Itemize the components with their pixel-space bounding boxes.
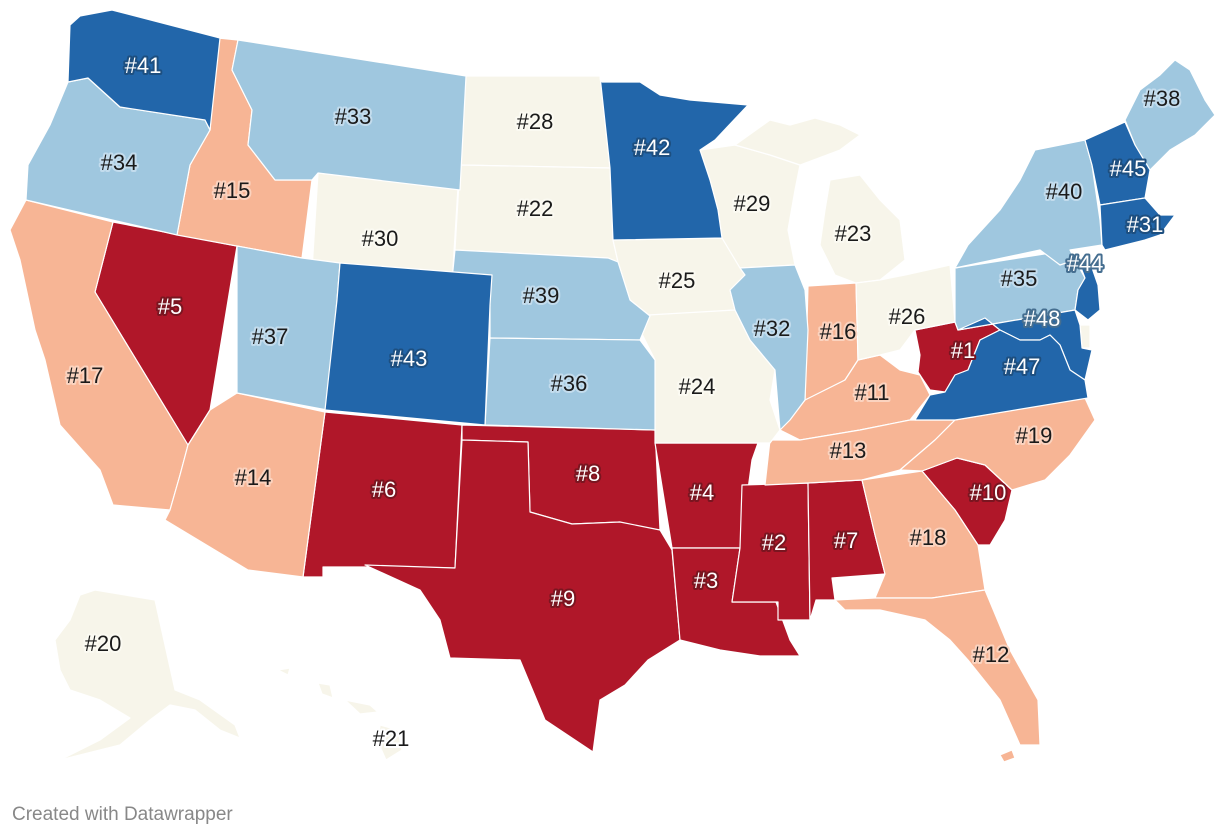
label-wv: #1	[951, 338, 975, 363]
label-sc: #10	[970, 480, 1007, 505]
label-ky: #11	[854, 380, 889, 405]
label-ia: #25	[659, 268, 696, 293]
label-ut: #37	[252, 324, 289, 349]
label-ca: #17	[67, 363, 104, 388]
state-hawaii[interactable]	[277, 667, 403, 761]
state-new-jersey[interactable]	[1074, 259, 1101, 321]
state-arizona[interactable]	[164, 392, 326, 578]
state-california[interactable]	[9, 199, 189, 511]
label-nv: #5	[158, 294, 182, 319]
state-illinois[interactable]	[729, 264, 809, 431]
label-va: #47	[1004, 354, 1041, 379]
state-labels: #41 #33 #34 #15 #28 #42 #22 #30 #29 #23 …	[65, 51, 1183, 753]
label-id: #15	[214, 178, 251, 203]
state-ohio[interactable]	[855, 264, 956, 361]
label-ny: #40	[1046, 179, 1083, 204]
label-mo: #24	[679, 374, 716, 399]
label-nh: #45	[1110, 156, 1147, 181]
state-florida[interactable]	[834, 589, 1041, 746]
label-md: #48	[1024, 306, 1061, 331]
label-sd: #22	[517, 196, 554, 221]
label-mt: #33	[335, 104, 372, 129]
us-choropleth-map: #41 #33 #34 #15 #28 #42 #22 #30 #29 #23 …	[9, 9, 1216, 763]
state-new-york[interactable]	[954, 139, 1103, 269]
state-virginia[interactable]	[914, 329, 1089, 421]
label-ma: #31	[1127, 212, 1164, 237]
label-ms: #2	[762, 530, 786, 555]
datawrapper-credit[interactable]: Created with Datawrapper	[12, 804, 233, 825]
label-nj: #44	[1067, 251, 1104, 276]
label-wy: #30	[362, 226, 399, 251]
state-alaska[interactable]	[54, 589, 241, 761]
label-la: #3	[694, 568, 718, 593]
state-minnesota[interactable]	[599, 75, 749, 241]
label-oh: #26	[889, 304, 926, 329]
label-ga: #18	[910, 525, 947, 550]
label-ar: #4	[690, 480, 714, 505]
label-or: #34	[101, 150, 138, 175]
label-ne: #39	[523, 283, 560, 308]
state-new-mexico[interactable]	[302, 411, 463, 578]
label-il: #32	[754, 316, 791, 341]
label-ak: #20	[85, 631, 122, 656]
label-az: #14	[235, 465, 272, 490]
label-al: #7	[834, 528, 858, 553]
label-pa: #35	[1001, 266, 1038, 291]
state-colorado[interactable]	[324, 262, 493, 426]
label-ok: #8	[576, 461, 600, 486]
state-michigan-up[interactable]	[734, 117, 861, 166]
label-nc: #19	[1016, 423, 1053, 448]
state-vermont-nh[interactable]	[1084, 121, 1151, 206]
state-massachusetts-ct-ri[interactable]	[1099, 197, 1176, 251]
label-wi: #29	[734, 191, 771, 216]
state-texas[interactable]	[364, 439, 681, 753]
label-co: #43	[391, 346, 428, 371]
label-fl: #12	[973, 642, 1010, 667]
label-mi: #23	[835, 221, 872, 246]
label-hi: #21	[373, 726, 410, 751]
state-montana[interactable]	[231, 39, 467, 191]
label-me: #38	[1144, 86, 1181, 111]
label-ks: #36	[551, 371, 588, 396]
label-mn: #42	[634, 135, 671, 160]
label-wa: #41	[125, 53, 162, 78]
label-in: #16	[820, 319, 857, 344]
state-washington[interactable]	[67, 9, 221, 131]
label-tn: #13	[830, 438, 867, 463]
label-tx: #9	[551, 586, 575, 611]
label-nd: #28	[517, 109, 554, 134]
label-nm: #6	[372, 477, 396, 502]
florida-keys	[999, 749, 1016, 763]
